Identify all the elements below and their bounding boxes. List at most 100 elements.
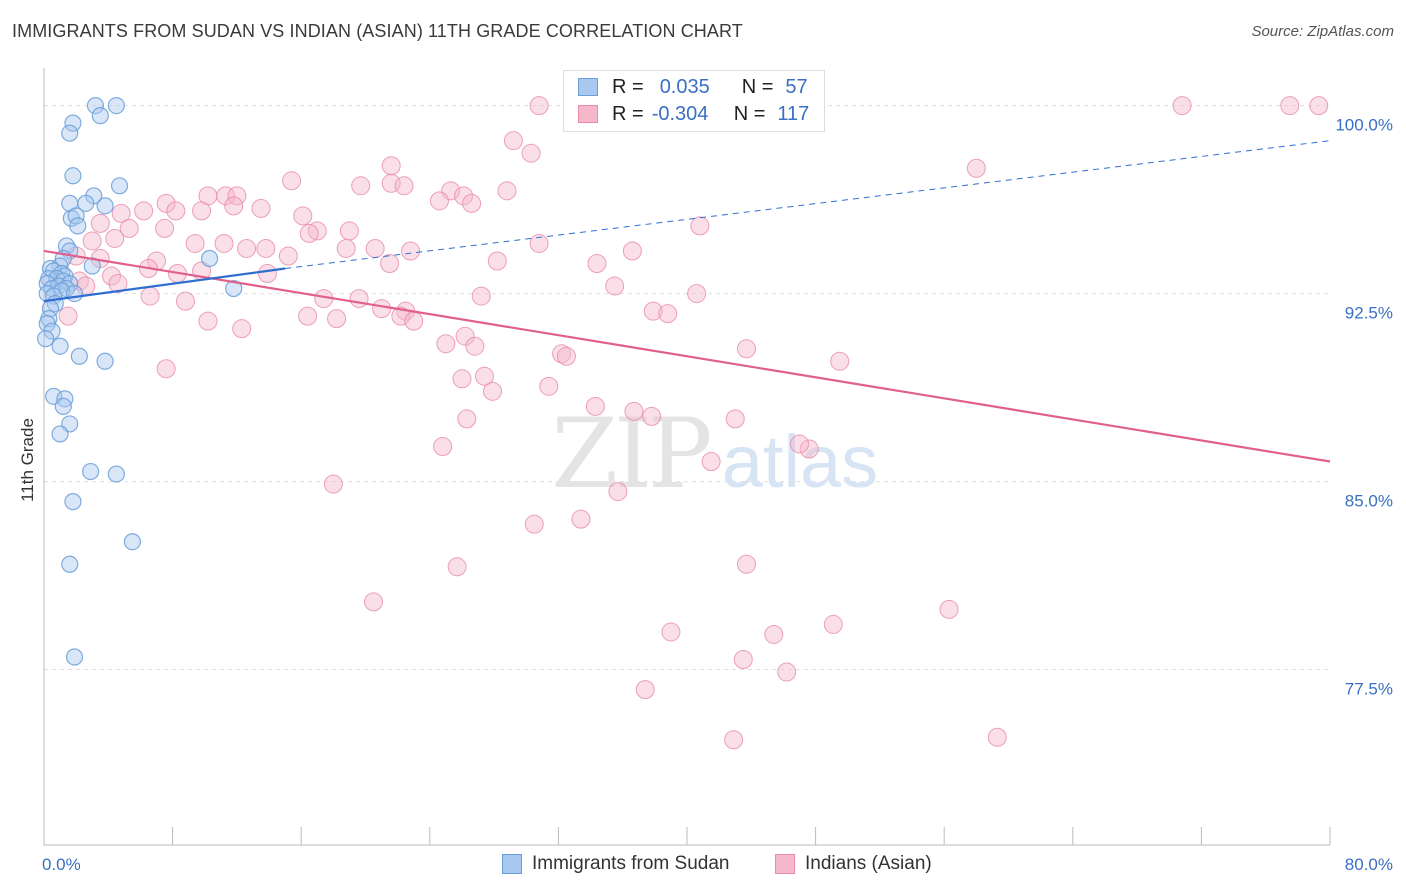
sudan-point [65,648,84,666]
legend-item-sudan[interactable]: Immigrants from Sudan [502,851,729,877]
indian-point [214,233,234,253]
indian-point [192,201,212,221]
indian-point [539,376,559,396]
indian-point [349,289,369,309]
sudan-point [61,555,79,573]
stats-row-sudan: R = 0.035 N = 57 [578,74,808,100]
indian-point [462,193,482,213]
indian-point [351,176,371,196]
indian-point [156,193,176,213]
sudan-point [64,167,82,185]
indian-point [733,650,753,670]
indian-point [830,351,850,371]
indian-point [465,336,485,356]
indian-point [521,143,541,163]
indian-point [658,304,678,324]
r-label: R = [612,102,644,125]
chart-title: IMMIGRANTS FROM SUDAN VS INDIAN (ASIAN) … [12,21,743,41]
sudan-point [65,284,84,303]
indian-swatch [578,105,598,123]
indian-point [777,662,797,682]
indian-point [105,228,125,248]
sudan-swatch [578,78,598,96]
indian-point [436,334,456,354]
indian-point [690,216,710,236]
sudan-point [51,425,69,443]
indian-point [108,274,128,294]
indian-point [529,233,549,253]
y-tick-label: 100.0% [1335,116,1393,135]
sudan-trend-line [43,267,286,303]
indian-point [175,291,195,311]
indian-point [724,730,744,750]
indian-point [185,233,205,253]
indian-point [336,238,356,258]
sudan-point [64,493,82,511]
indian-point [939,599,959,619]
indian-points [58,96,1329,750]
sudan-point [86,96,105,115]
sudan-point [96,197,114,215]
indian-point [216,186,236,206]
indian-point [155,218,175,238]
y-tick-label: 85.0% [1345,492,1393,511]
indian-point [643,301,663,321]
indian-point [624,401,644,421]
sudan-point [64,114,82,132]
sudan-point [54,397,72,415]
sudan-point [77,194,95,212]
watermark-zip: ZIP [551,398,710,510]
indian-point [298,306,318,326]
sudan-point [107,465,125,483]
indian-point [687,284,707,304]
indian-point [482,381,502,401]
indian-point [635,680,655,700]
indian-point [140,286,160,306]
indian-point [987,727,1007,747]
legend-label: Immigrants from Sudan [532,853,730,874]
sudan-point [200,249,219,268]
x-tick-label: 80.0% [1345,855,1393,874]
sudan-point [91,107,109,125]
axes [43,68,1331,846]
trend-lines [43,140,1331,463]
indian-point [156,359,176,379]
indian-point [736,339,756,359]
indian-point [736,554,756,574]
sudan-point [69,217,87,235]
sudan-legend-swatch [502,854,522,874]
indian-point [605,276,625,296]
indian-point [232,319,252,339]
indian-point [571,509,591,529]
indian-point [278,246,298,266]
indian-point [372,299,392,319]
indian-point [661,622,681,642]
sudan-point [107,96,125,115]
sudan-point [51,337,69,355]
indian-legend-swatch [775,854,795,874]
n-value: 117 [777,102,810,125]
indian-point [585,396,605,416]
legend-item-indian[interactable]: Indians (Asian) [775,851,932,877]
indian-point [394,176,414,196]
indian-point [1172,96,1192,116]
indian-point [237,238,257,258]
indian-point [257,264,277,284]
indian-point [251,198,271,218]
sudan-point [225,279,243,298]
watermark-atlas: atlas [722,420,878,503]
stats-row-indian: R = -0.304 N = 117 [578,101,809,127]
indian-point [487,251,507,271]
sudan-points [37,96,243,666]
indian-point [327,309,347,329]
indian-point [224,196,244,216]
r-value: 0.035 [659,75,710,98]
indian-point [82,231,102,251]
indian-point [454,186,474,206]
indian-point [380,254,400,274]
indian-point [701,452,721,472]
sudan-point [96,352,114,370]
y-tick-label: 77.5% [1345,680,1393,699]
y-tick-label: 92.5% [1345,304,1393,323]
